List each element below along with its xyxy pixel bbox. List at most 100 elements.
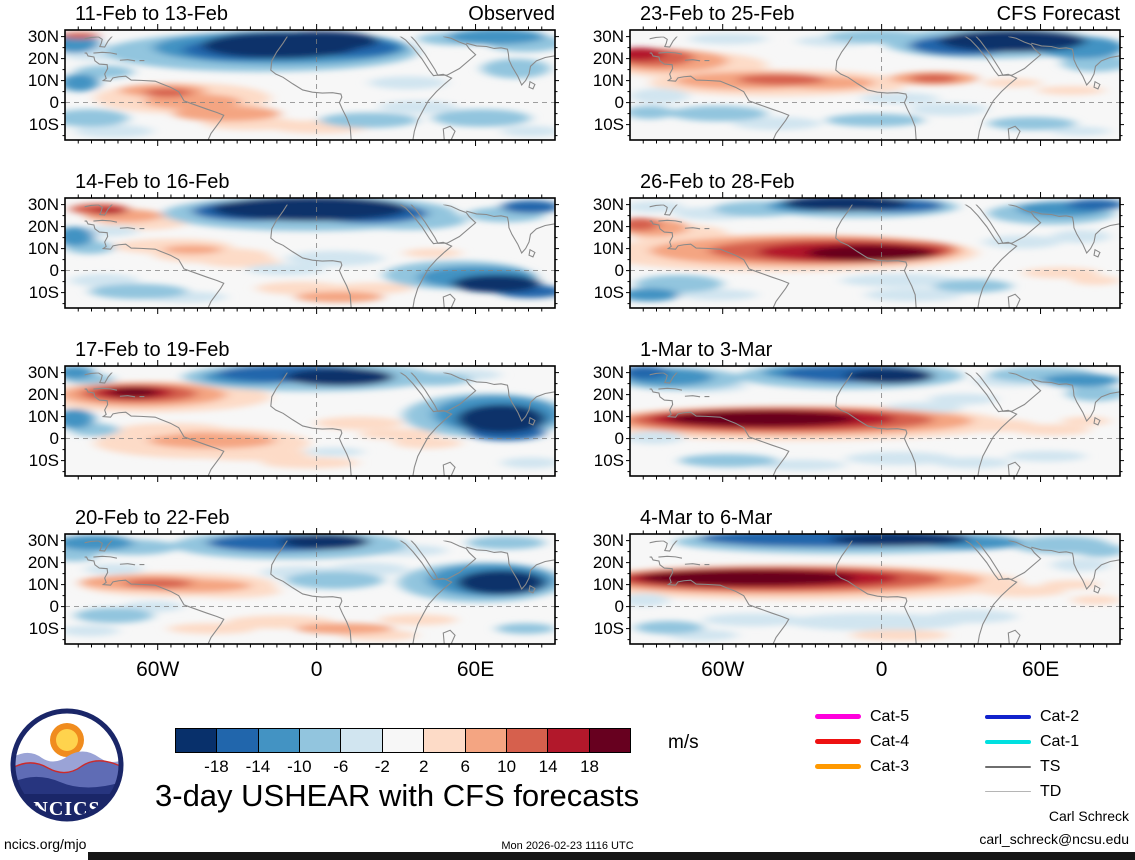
coastline [93, 388, 117, 390]
lat-tick-label: 30N [27, 194, 59, 214]
coastline [443, 126, 455, 140]
colorbar-segment [257, 728, 301, 753]
figure-title: 3-day USHEAR with CFS forecasts [155, 778, 640, 813]
coastline [965, 540, 1017, 644]
coastline [408, 30, 476, 75]
lat-tick-label: 10S [28, 114, 59, 134]
legend-label: Cat-2 [1040, 707, 1080, 725]
coastline [965, 204, 1017, 308]
coastline [658, 52, 682, 54]
coastline [1031, 547, 1120, 589]
coastline [658, 220, 682, 222]
panel-title: 11-Feb to 13-Feb [75, 3, 229, 25]
shear-map [626, 24, 1124, 146]
logo-sun-inner [56, 729, 78, 751]
lat-tick-label: 20N [592, 216, 624, 236]
coastline [443, 630, 455, 644]
legend-column: Cat-2 Cat-1 TS TD [985, 704, 1079, 804]
shear-map [626, 528, 1124, 650]
coastline [400, 36, 452, 140]
map-panel [61, 360, 559, 487]
lat-tick-label: 10S [28, 618, 59, 638]
ncics-logo: NCICS [10, 708, 124, 822]
panel-title: 17-Feb to 19-Feb [75, 339, 230, 361]
lat-tick-label: 10N [592, 70, 624, 90]
legend-line-cat-5 [815, 714, 861, 719]
coastline [836, 366, 916, 476]
colorbar-tick-label: -10 [287, 757, 312, 776]
coastline [1031, 43, 1120, 85]
coastline [1094, 418, 1100, 425]
legend-label: TD [1040, 782, 1062, 800]
lat-tick-label: 20N [27, 552, 59, 572]
coastline [65, 198, 118, 215]
credit-name: Carl Schreck [1048, 808, 1129, 824]
coastline [120, 564, 135, 565]
shear-map [61, 24, 559, 146]
lat-tick-label: 20N [27, 216, 59, 236]
lat-tick-label: 10S [593, 282, 624, 302]
lat-tick-label: 20N [27, 48, 59, 68]
coastline [1008, 294, 1020, 308]
lat-tick-label: 10S [593, 618, 624, 638]
legend-item: Cat-2 [985, 704, 1079, 729]
map-panel-grid: 11-Feb to 13-Feb Observed 30N 20N 10N 0 10S 14-… [27, 3, 1124, 681]
map-frame [64, 197, 556, 309]
map-frame [629, 197, 1121, 309]
legend-item: TD [985, 779, 1079, 804]
lat-tick-label: 10N [592, 238, 624, 258]
colorbar-segment [381, 728, 425, 753]
lon-tick-label: 0 [310, 658, 323, 681]
coastline [1031, 379, 1120, 421]
legend-item: TS [985, 754, 1079, 779]
coastline [630, 198, 683, 215]
coastline [65, 557, 224, 644]
lat-tick-label: 0 [49, 596, 59, 616]
lat-tick-label: 10S [28, 450, 59, 470]
map-panel [626, 192, 1124, 319]
coastline [65, 30, 118, 47]
bottom-bar [88, 852, 1135, 860]
legend-label: Cat-5 [870, 707, 910, 725]
coastline [630, 557, 789, 644]
lon-tick-label: 0 [875, 658, 888, 681]
coastline [630, 221, 789, 308]
coastline [466, 547, 555, 589]
lat-tick-label: 30N [27, 362, 59, 382]
panel-title: 4-Mar to 6-Mar [640, 507, 773, 529]
coastline [529, 250, 535, 257]
lat-tick-label: 0 [614, 596, 624, 616]
map-panel [626, 360, 1124, 487]
coastline [408, 198, 476, 243]
coastline [120, 228, 135, 229]
coastline [1031, 211, 1120, 253]
map-frame [629, 533, 1121, 645]
coastline [1094, 586, 1100, 593]
coastline [271, 366, 351, 476]
coastline [836, 198, 916, 308]
lat-tick-label: 0 [614, 260, 624, 280]
colorbar-segment [464, 728, 507, 753]
lon-tick-label: 60E [1021, 658, 1060, 681]
coastline [93, 556, 117, 558]
logo-text: NCICS [33, 798, 100, 820]
lat-tick-label: 30N [592, 362, 624, 382]
coastline [685, 60, 700, 61]
coastline [965, 372, 1017, 476]
shear-map [626, 192, 1124, 314]
coastline [836, 30, 916, 140]
colorbar-segment [423, 728, 466, 753]
coastline [973, 366, 1041, 411]
coastline [65, 53, 224, 140]
colorbar-tick-label: 14 [538, 757, 558, 776]
coastline [973, 534, 1041, 579]
legend-line-cat-2 [985, 714, 1031, 719]
lat-tick-label: 0 [614, 92, 624, 112]
legend-label: Cat-3 [870, 757, 910, 775]
coastline [443, 294, 455, 308]
coastline [685, 564, 700, 565]
footer-site: ncics.org/mjo [4, 836, 87, 852]
colorbar-tick-label: 18 [580, 757, 599, 776]
colorbar-segment [547, 728, 590, 753]
